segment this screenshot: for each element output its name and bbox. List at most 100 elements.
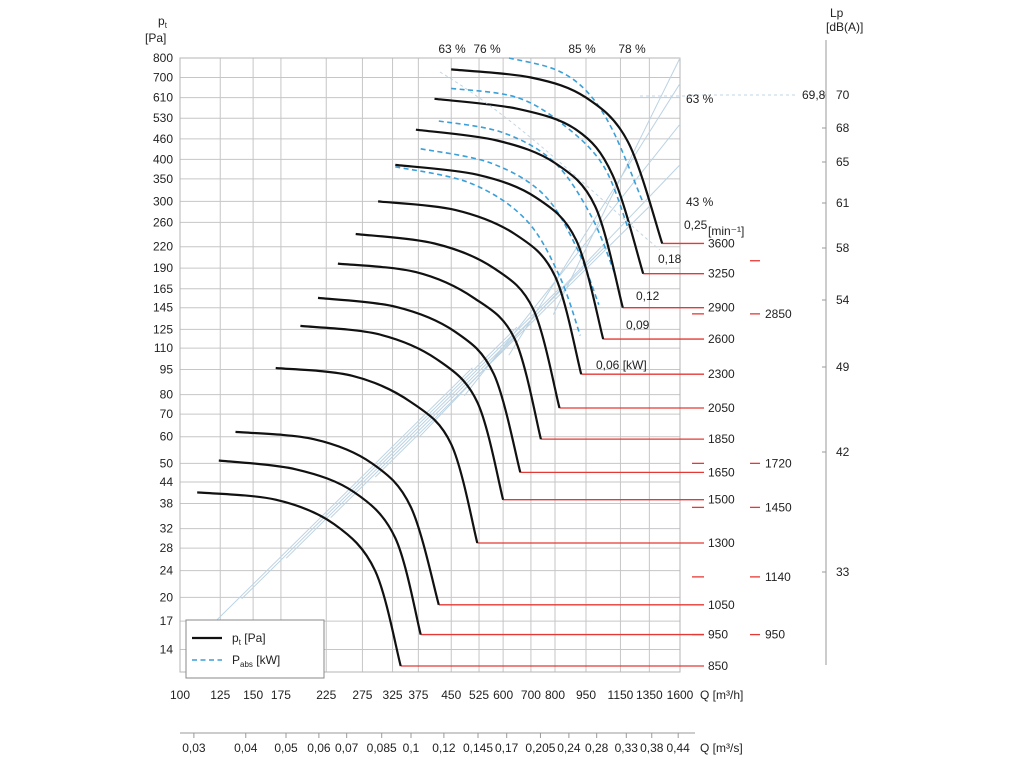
side-speed-label-1720: 1720 [765,456,792,470]
pressure-curves [197,68,664,667]
x-axis-1-label: Q [m³/h] [700,688,743,702]
x1-tick-175: 175 [271,688,291,702]
y-axis-label: pt [158,14,168,30]
x1-tick-375: 375 [408,688,428,702]
y-tick-110: 110 [154,341,173,355]
y-tick-14: 14 [160,642,174,656]
x1-tick-325: 325 [383,688,403,702]
power-curve-0,06 [395,166,581,336]
y-tick-17: 17 [160,614,174,628]
x1-tick-275: 275 [352,688,372,702]
y-tick-800: 800 [153,51,173,65]
lp-axis-unit: [dB(A)] [826,20,863,34]
x2-tick-12: 0,28 [585,741,609,755]
x1-tick-1600: 1600 [667,688,694,702]
x-axis-m3h: 100 125 150 175 225 275 325 375 450 525 600 700 800 9… [170,688,694,702]
lp-tick-61: 61 [836,196,850,210]
pressure-curve-2900 [415,128,624,308]
y-tick-125: 125 [153,322,173,336]
y-tick-60: 60 [160,430,174,444]
side-speed-label-1450: 1450 [765,500,792,514]
x1-tick-150: 150 [243,688,263,702]
pressure-curve-2300 [377,200,583,375]
power-curve-0,18 [451,87,629,229]
x2-tick-10: 0,205 [525,741,555,755]
x1-tick-100: 100 [170,688,190,702]
power-curve-0,25 [508,57,644,202]
speed-label-1300: 1300 [708,536,735,550]
lp-marker-label: 69,8 [802,88,826,102]
side-speed-label-1140: 1140 [765,570,791,584]
system-line-4 [374,204,651,478]
y-tick-145: 145 [153,301,173,315]
x1-tick-450: 450 [441,688,461,702]
lp-tick-33: 33 [836,565,850,579]
x2-tick-9: 0,17 [495,741,519,755]
y-tick-530: 530 [153,111,173,125]
power-label-2: 0,12 [636,289,660,303]
x1-tick-1150: 1150 [608,688,634,702]
power-label-1: 0,18 [658,252,682,266]
y-tick-80: 80 [160,388,174,402]
x1-tick-950: 950 [576,688,596,702]
side-speed-label-2850: 2850 [765,307,792,321]
y-tick-300: 300 [153,194,173,208]
pressure-curve-1850 [337,262,542,440]
system-diagonals [196,57,681,640]
y-tick-190: 190 [153,261,173,275]
x2-tick-5: 0,085 [367,741,397,755]
legend-box [185,619,325,679]
power-label-3: 0,09 [626,318,650,332]
speed-label-850: 850 [708,659,728,673]
speed-label-1500: 1500 [708,493,735,507]
y-tick-38: 38 [160,496,174,510]
power-curve-0,09 [420,148,600,305]
lp-tick-49: 49 [836,360,850,374]
speed-label-2300: 2300 [708,367,735,381]
system-line-5 [419,164,681,437]
x2-tick-14: 0,38 [640,741,664,755]
legend: pt [Pa] Pabs [kW] [185,619,325,679]
lp-tick-54: 54 [836,293,850,307]
y-axis: 800 700 610 530 460 400 350 300 260 220 190 165 145 1… [153,51,173,656]
x1-tick-225: 225 [316,688,336,702]
y-tick-460: 460 [153,132,173,146]
power-curve-0,12 [438,120,617,277]
x2-tick-8: 0,145 [463,741,493,755]
side-speed-label-950: 950 [765,628,785,642]
pressure-curve-850 [197,491,402,667]
x2-tick-6: 0,1 [403,741,420,755]
y-tick-44: 44 [160,475,174,489]
x2-tick-11: 0,24 [557,741,581,755]
y-tick-165: 165 [153,282,173,296]
curve-labels: 63 % 76 % 85 % 78 % 63 % 43 % 0,25 0,18 0,12 0,09… [438,42,713,372]
lp-tick-58: 58 [836,241,850,255]
efficiency-boundary-left [439,71,661,251]
power-label-0: 0,25 [684,218,708,232]
x1-tick-600: 600 [493,688,513,702]
system-line-1 [241,326,518,600]
power-label-4: 0,06 [kW] [596,358,647,372]
x1-tick-700: 700 [521,688,541,702]
system-line-6 [463,123,681,397]
x-axis-2-label: Q [m³/s] [700,741,743,755]
speed-label-2600: 2600 [708,332,735,346]
y-tick-220: 220 [153,240,173,254]
speed-label-3250: 3250 [708,267,735,281]
lp-tick-42: 42 [836,445,850,459]
pressure-curve-1500 [300,324,505,500]
x2-tick-4: 0,07 [335,741,359,755]
y-tick-95: 95 [160,363,174,377]
speed-label-1850: 1850 [708,432,735,446]
x2-tick-0: 0,03 [182,741,206,755]
speed-label-1050: 1050 [708,598,735,612]
x2-tick-15: 0,44 [667,741,691,755]
lp-axis-label: Lp [830,6,844,20]
x1-tick-800: 800 [545,688,565,702]
y-tick-700: 700 [153,71,173,85]
legend-pabs-sub: abs [240,660,253,669]
pressure-curve-950 [218,459,422,635]
speed-label-2900: 2900 [708,301,735,315]
pressure-curve-1650 [317,296,522,473]
